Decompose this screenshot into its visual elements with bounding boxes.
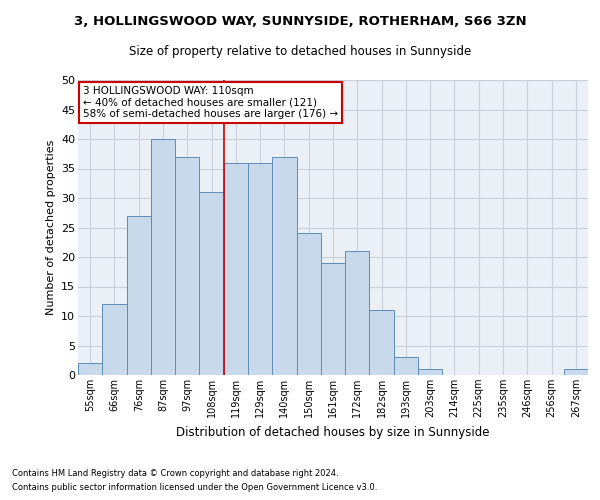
Bar: [224, 162, 248, 375]
Bar: [418, 369, 442, 375]
Bar: [394, 358, 418, 375]
Text: Contains public sector information licensed under the Open Government Licence v3: Contains public sector information licen…: [12, 484, 377, 492]
Bar: [102, 304, 127, 375]
Bar: [296, 234, 321, 375]
Text: Size of property relative to detached houses in Sunnyside: Size of property relative to detached ho…: [129, 45, 471, 58]
Text: Contains HM Land Registry data © Crown copyright and database right 2024.: Contains HM Land Registry data © Crown c…: [12, 468, 338, 477]
Bar: [272, 156, 296, 375]
Bar: [370, 310, 394, 375]
Text: 3, HOLLINGSWOOD WAY, SUNNYSIDE, ROTHERHAM, S66 3ZN: 3, HOLLINGSWOOD WAY, SUNNYSIDE, ROTHERHA…: [74, 15, 526, 28]
Bar: [127, 216, 151, 375]
Bar: [199, 192, 224, 375]
Bar: [151, 139, 175, 375]
Bar: [78, 363, 102, 375]
Bar: [564, 369, 588, 375]
Bar: [345, 251, 370, 375]
Bar: [321, 263, 345, 375]
X-axis label: Distribution of detached houses by size in Sunnyside: Distribution of detached houses by size …: [176, 426, 490, 438]
Text: 3 HOLLINGSWOOD WAY: 110sqm
← 40% of detached houses are smaller (121)
58% of sem: 3 HOLLINGSWOOD WAY: 110sqm ← 40% of deta…: [83, 86, 338, 119]
Bar: [175, 156, 199, 375]
Y-axis label: Number of detached properties: Number of detached properties: [46, 140, 56, 315]
Bar: [248, 162, 272, 375]
